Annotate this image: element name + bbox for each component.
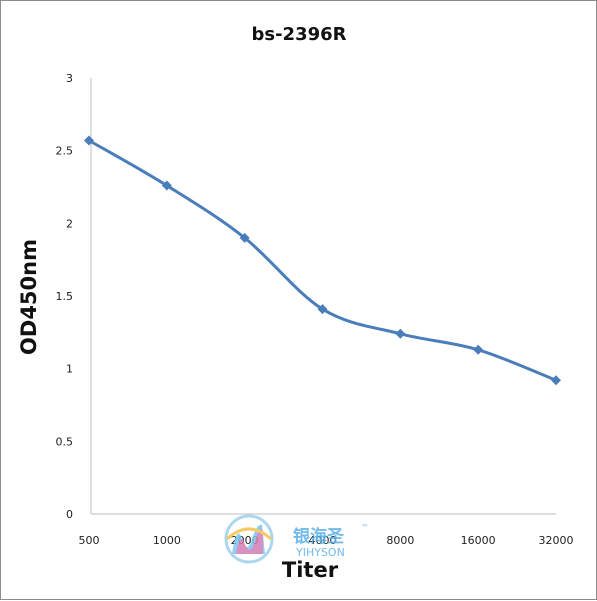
data-point-marker <box>473 344 484 355</box>
y-tick-label: 3 <box>66 72 73 85</box>
data-point-marker <box>395 328 406 339</box>
series-markers <box>84 135 561 386</box>
series-line <box>88 139 557 382</box>
yihyson-watermark: 银海圣 ™ YIHYSON <box>224 514 369 564</box>
x-tick-label: 1000 <box>153 534 181 547</box>
x-tick-label: 4000 <box>309 534 337 547</box>
x-tick-label: 16000 <box>461 534 496 547</box>
y-tick-label: 1 <box>66 363 73 376</box>
x-tick-labels: 500 1000 2000 4000 8000 16000 32000 <box>79 534 574 547</box>
watermark-trademark: ™ <box>361 523 369 532</box>
x-tick-label: 8000 <box>386 534 414 547</box>
x-tick-label: 32000 <box>539 534 574 547</box>
chart-title: bs-2396R <box>251 24 346 45</box>
y-tick-label: 2 <box>66 217 73 230</box>
y-tick-labels: 0 0.5 1 1.5 2 2.5 3 <box>56 72 74 521</box>
data-point-marker <box>551 375 561 386</box>
data-point-marker <box>161 180 172 191</box>
y-axis-title: OD450nm <box>17 239 41 355</box>
y-tick-label: 0 <box>66 508 73 521</box>
y-tick-label: 1.5 <box>56 290 74 303</box>
x-axis-title: Titer <box>282 558 339 582</box>
watermark-latin: YIHYSON <box>295 546 345 559</box>
yihyson-logo-icon <box>224 514 274 564</box>
data-point-marker <box>84 135 94 146</box>
x-tick-label: 500 <box>79 534 100 547</box>
y-tick-label: 0.5 <box>56 435 74 448</box>
data-point-marker <box>317 304 328 315</box>
watermark-chinese: 银海圣 <box>293 526 345 547</box>
y-tick-label: 2.5 <box>56 145 74 158</box>
data-point-marker <box>239 232 250 243</box>
